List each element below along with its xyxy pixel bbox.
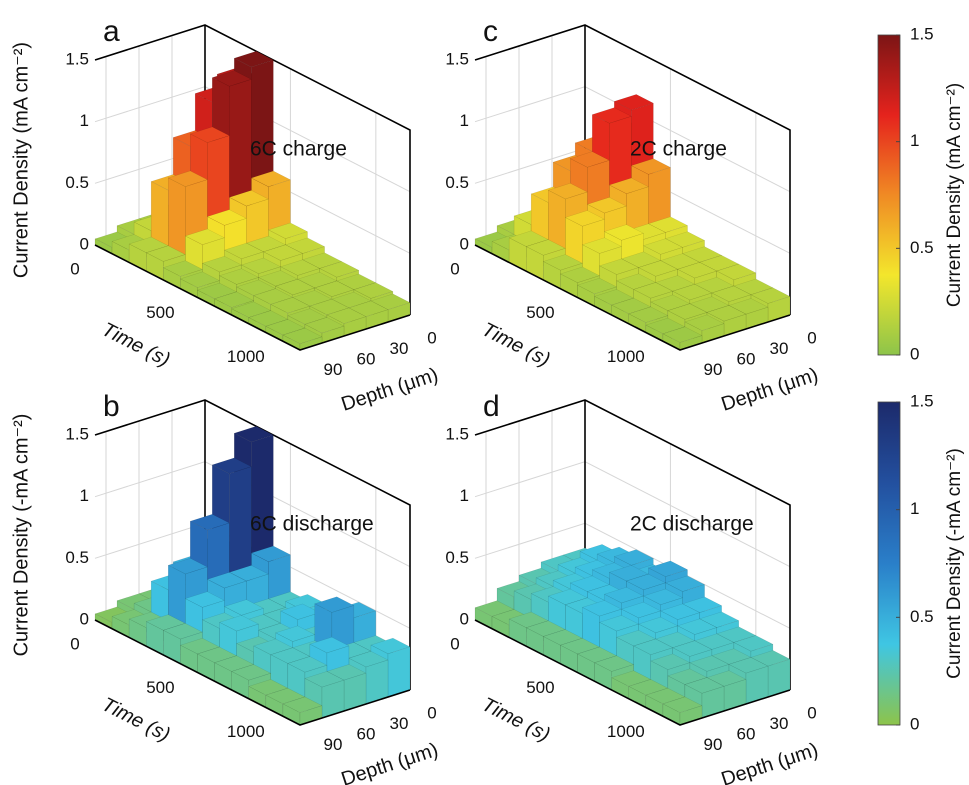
y-axis-label: Depth (μm) — [339, 739, 441, 785]
x-tick-label: 500 — [146, 678, 174, 697]
colorbar-label: Current Density (-mA cm⁻²) — [944, 448, 965, 679]
z-tick-label: 0 — [80, 234, 89, 253]
panel-label: d — [483, 390, 500, 423]
x-tick-label: 1000 — [227, 347, 265, 366]
x-tick-label: 500 — [526, 303, 554, 322]
z-tick-label: 1 — [80, 486, 89, 505]
x-tick-label: 500 — [526, 678, 554, 697]
y-tick-label: 60 — [357, 349, 376, 368]
z-axis-label: Current Density (mA cm⁻²) — [10, 42, 32, 278]
y-axis-label: Depth (μm) — [719, 364, 821, 416]
colorbar — [877, 34, 901, 356]
y-tick-label: 90 — [324, 735, 343, 754]
z-tick-label: 1 — [460, 111, 469, 130]
axis-frame — [94, 24, 411, 315]
colorbar-tick-label: 1 — [910, 499, 919, 518]
y-tick-label: 90 — [324, 360, 343, 379]
z-tick-label: 0.5 — [65, 173, 89, 192]
y-axis-label: Depth (μm) — [339, 364, 441, 416]
x-tick-label: 0 — [70, 634, 79, 653]
x-axis-label: Time (s) — [98, 318, 173, 371]
x-tick-label: 500 — [146, 303, 174, 322]
axis-frame — [94, 399, 411, 690]
panel-label: c — [483, 15, 498, 48]
colorbar-label: Current Density (mA cm⁻²) — [944, 83, 965, 307]
axis-frame — [94, 244, 411, 351]
grid-line — [474, 399, 791, 506]
axis-frame — [474, 24, 791, 315]
y-tick-label: 0 — [807, 328, 816, 347]
z-tick-label: 1 — [80, 111, 89, 130]
z-tick-label: 0 — [80, 609, 89, 628]
colorbar-tick-label: 0.5 — [910, 238, 934, 257]
y-axis-label: Depth (μm) — [719, 739, 821, 785]
z-tick-label: 1.5 — [65, 49, 89, 68]
colorbar-tick-label: 0 — [910, 344, 919, 363]
panel-label: a — [103, 15, 120, 48]
y-tick-label: 30 — [770, 339, 789, 358]
x-axis-label: Time (s) — [478, 693, 553, 746]
x-tick-label: 0 — [450, 634, 459, 653]
z-tick-label: 0.5 — [445, 173, 469, 192]
y-tick-label: 0 — [427, 328, 436, 347]
y-tick-label: 0 — [807, 703, 816, 722]
y-tick-label: 30 — [390, 714, 409, 733]
axis-frame — [474, 244, 791, 351]
panel-label: b — [103, 390, 120, 423]
colorbar-tick-label: 0 — [910, 714, 919, 733]
colorbar-tick-label: 1 — [910, 131, 919, 150]
z-tick-label: 1.5 — [445, 49, 469, 68]
y-tick-label: 30 — [390, 339, 409, 358]
z-tick-label: 0 — [460, 609, 469, 628]
y-tick-label: 90 — [704, 360, 723, 379]
annotation: 2C charge — [630, 138, 727, 161]
x-tick-label: 1000 — [227, 722, 265, 741]
annotation: 6C discharge — [250, 513, 374, 536]
colorbar-tick-label: 0.5 — [910, 607, 934, 626]
annotation: 2C discharge — [630, 513, 754, 536]
y-tick-label: 60 — [357, 724, 376, 743]
y-tick-label: 60 — [737, 349, 756, 368]
x-tick-label: 0 — [450, 259, 459, 278]
x-tick-label: 1000 — [607, 347, 645, 366]
annotation: 6C charge — [250, 138, 347, 161]
x-tick-label: 0 — [70, 259, 79, 278]
x-axis-label: Time (s) — [478, 318, 553, 371]
axis-frame — [474, 619, 791, 726]
axis-frame — [474, 399, 791, 690]
z-tick-label: 1.5 — [445, 424, 469, 443]
axis-frame — [94, 619, 411, 726]
y-tick-label: 0 — [427, 703, 436, 722]
colorbar-tick-label: 1.5 — [910, 391, 934, 410]
bar-side — [387, 646, 411, 698]
z-axis-label: Current Density (-mA cm⁻²) — [10, 414, 32, 657]
x-axis-label: Time (s) — [98, 693, 173, 746]
z-tick-label: 1.5 — [65, 424, 89, 443]
z-tick-label: 0 — [460, 234, 469, 253]
colorbar — [877, 401, 901, 726]
x-tick-label: 1000 — [607, 722, 645, 741]
colorbar-tick-label: 1.5 — [910, 24, 934, 43]
y-tick-label: 60 — [737, 724, 756, 743]
y-tick-label: 30 — [770, 714, 789, 733]
z-tick-label: 0.5 — [445, 548, 469, 567]
z-tick-label: 0.5 — [65, 548, 89, 567]
z-tick-label: 1 — [460, 486, 469, 505]
y-tick-label: 90 — [704, 735, 723, 754]
